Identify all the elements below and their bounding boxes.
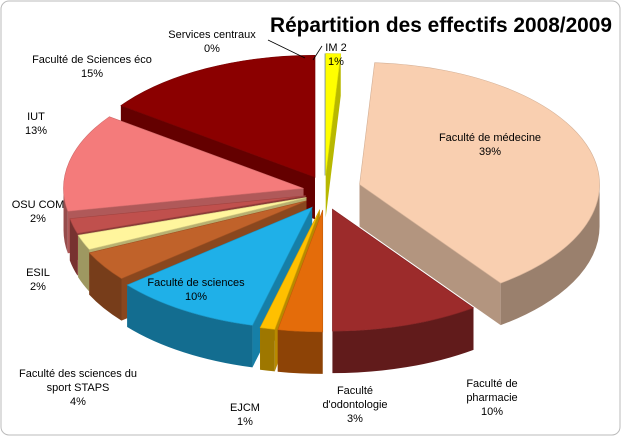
value-label: 4% bbox=[70, 396, 86, 408]
slice-label: Faculté de Sciences éco 15% bbox=[27, 53, 157, 81]
slice-side bbox=[89, 200, 307, 295]
slice bbox=[332, 208, 475, 332]
category-label: Faculté de sciences bbox=[147, 277, 245, 289]
slice-label: Faculté de pharmacie 10% bbox=[452, 377, 532, 419]
slice-label: IM 2 1% bbox=[316, 41, 356, 69]
slice bbox=[77, 197, 307, 250]
category-label: Faculté des sciences du sport STAPS bbox=[18, 368, 137, 394]
slice-rim bbox=[63, 188, 68, 254]
chart-title: Répartition des effectifs 2008/2009 bbox=[270, 14, 612, 37]
category-label: Faculté de pharmacie bbox=[466, 378, 518, 404]
slice-label: ESIL 2% bbox=[18, 266, 58, 294]
pie bbox=[63, 53, 600, 374]
slice-side bbox=[325, 53, 341, 218]
category-label: ESIL bbox=[26, 267, 50, 279]
slice bbox=[259, 209, 321, 330]
slice bbox=[63, 116, 304, 212]
slice-label: OSU COM 2% bbox=[8, 198, 68, 226]
category-label: Faculté de médecine bbox=[438, 132, 542, 144]
value-label: 2% bbox=[30, 213, 46, 225]
value-label: 0% bbox=[204, 43, 220, 55]
slice bbox=[277, 209, 324, 333]
slice-label: Faculté de sciences 10% bbox=[141, 276, 251, 304]
category-label: EJCM bbox=[230, 402, 260, 414]
value-label: 10% bbox=[480, 406, 504, 418]
category-label: IM 2 bbox=[325, 42, 347, 54]
slice-label: Faculté d'odontologie 3% bbox=[315, 384, 395, 426]
value-label: 1% bbox=[328, 56, 344, 68]
category-label: Faculté d'odontologie bbox=[322, 385, 388, 411]
leader-line bbox=[312, 45, 323, 61]
slice-rim bbox=[277, 329, 323, 374]
slice-label: Faculté des sciences du sport STAPS 4% bbox=[13, 367, 143, 409]
slice bbox=[126, 206, 313, 326]
category-label: Services centraux bbox=[168, 29, 256, 41]
leader-line bbox=[267, 39, 306, 59]
value-label: 2% bbox=[30, 281, 46, 293]
slice-label: Faculté de médecine 39% bbox=[430, 131, 550, 159]
slice-label: Services centraux 0% bbox=[147, 28, 277, 56]
value-label: 1% bbox=[237, 416, 253, 428]
category-label: IUT bbox=[27, 111, 45, 123]
category-label: OSU COM bbox=[11, 199, 65, 211]
slice bbox=[69, 195, 306, 234]
slice bbox=[325, 53, 342, 176]
value-label: 13% bbox=[24, 125, 48, 137]
slice-label: EJCM 1% bbox=[220, 401, 270, 429]
value-label: 39% bbox=[478, 146, 502, 158]
slice-side bbox=[359, 184, 501, 326]
slice-rim bbox=[260, 327, 275, 372]
slice-label: IUT 13% bbox=[16, 110, 56, 138]
slice-rim bbox=[78, 235, 90, 292]
slice-rim bbox=[127, 284, 253, 368]
value-label: 10% bbox=[184, 291, 208, 303]
slice bbox=[88, 200, 307, 279]
slice-rim bbox=[332, 307, 474, 374]
slice-rim bbox=[500, 184, 600, 326]
slice bbox=[359, 62, 600, 284]
value-label: 15% bbox=[80, 68, 104, 80]
slice-rim bbox=[69, 218, 78, 276]
slice bbox=[120, 54, 316, 178]
category-label: Faculté de Sciences éco bbox=[32, 54, 152, 66]
slice-rim bbox=[89, 252, 122, 321]
value-label: 3% bbox=[347, 413, 363, 425]
